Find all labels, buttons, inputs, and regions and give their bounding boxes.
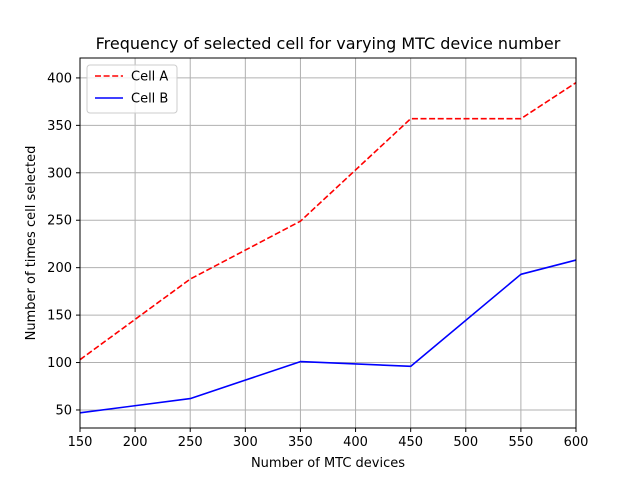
y-axis-label: Number of times cell selected bbox=[24, 146, 39, 341]
legend-frame bbox=[86, 64, 178, 114]
legend-label: Cell A bbox=[131, 70, 168, 85]
series-line-cell-a bbox=[79, 82, 577, 361]
x-tick-label: 300 bbox=[233, 435, 258, 450]
plot-frame bbox=[79, 57, 577, 429]
chart-title: Frequency of selected cell for varying M… bbox=[96, 34, 561, 53]
x-tick-label: 250 bbox=[178, 435, 203, 450]
y-tick-label: 250 bbox=[47, 214, 72, 229]
y-axis-ticks: 50 100 150 200 250 300 350 400 bbox=[47, 71, 80, 418]
legend: Cell A Cell B bbox=[86, 64, 178, 114]
x-tick-label: 500 bbox=[453, 435, 478, 450]
y-tick-label: 300 bbox=[47, 166, 72, 181]
x-tick-label: 350 bbox=[288, 435, 313, 450]
x-axis-ticks: 150 200 250 300 350 400 450 500 550 600 bbox=[68, 428, 589, 450]
x-axis-label: Number of MTC devices bbox=[251, 456, 405, 471]
plot-background bbox=[80, 58, 576, 428]
y-tick-label: 50 bbox=[55, 403, 72, 418]
series-line-cell-b bbox=[79, 259, 577, 414]
plot-area bbox=[79, 57, 577, 429]
x-tick-label: 450 bbox=[398, 435, 423, 450]
y-tick-label: 100 bbox=[47, 356, 72, 371]
x-tick-label: 200 bbox=[123, 435, 148, 450]
y-tick-label: 350 bbox=[47, 119, 72, 134]
x-tick-label: 600 bbox=[564, 435, 589, 450]
legend-label: Cell B bbox=[131, 92, 168, 107]
y-tick-label: 200 bbox=[47, 261, 72, 276]
y-tick-label: 150 bbox=[47, 309, 72, 324]
x-tick-label: 400 bbox=[343, 435, 368, 450]
x-tick-label: 550 bbox=[508, 435, 533, 450]
y-tick-label: 400 bbox=[47, 71, 72, 86]
x-tick-label: 150 bbox=[68, 435, 93, 450]
